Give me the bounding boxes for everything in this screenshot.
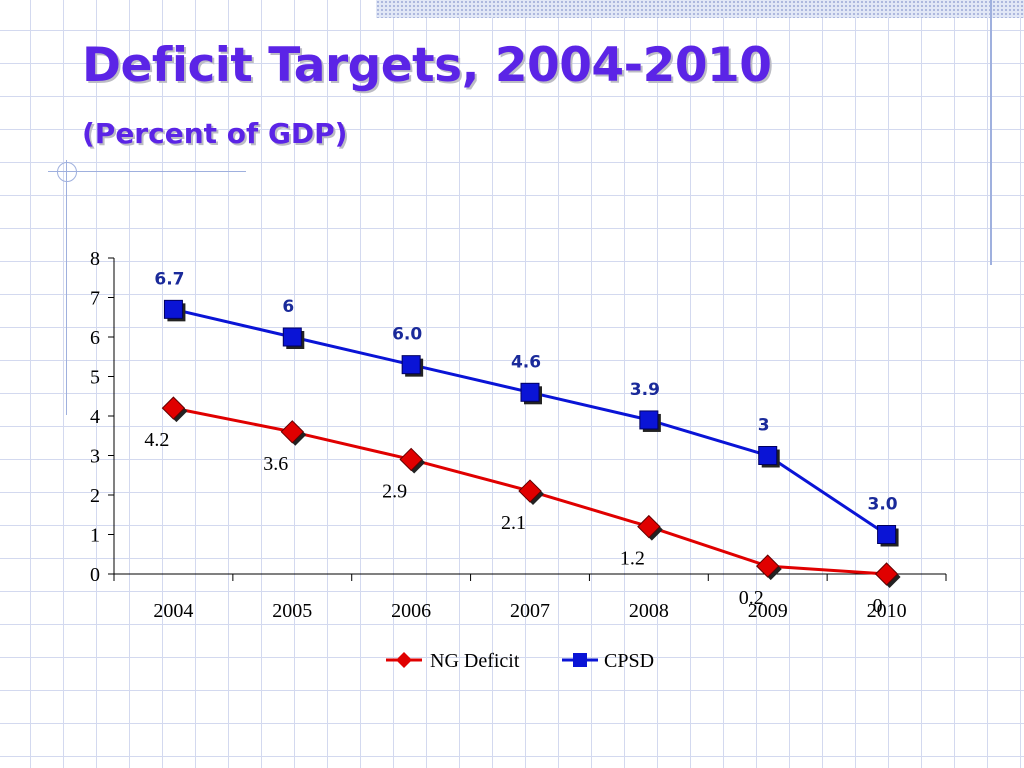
y-tick-label: 4 bbox=[90, 406, 100, 428]
y-tick-label: 7 bbox=[90, 288, 100, 310]
x-tick-label: 2009 bbox=[748, 600, 788, 622]
legend-cpsd-label: CPSD bbox=[604, 650, 654, 672]
cpsd-point bbox=[520, 382, 540, 402]
x-tick-label: 2008 bbox=[629, 600, 669, 622]
x-tick-label: 2004 bbox=[153, 600, 193, 622]
cpsd-point bbox=[877, 525, 897, 544]
chart-data-labels: 4.2 3.6 2.9 2.1 1.2 0.2 0 6.7 6 6.0 4.6 3.9 3 3.0 bbox=[144, 269, 897, 617]
ng-deficit-point bbox=[161, 396, 186, 420]
cpsd-point bbox=[639, 410, 659, 430]
cpsd-point bbox=[401, 355, 421, 375]
decorative-vertical-rule bbox=[990, 0, 992, 265]
y-tick-label: 1 bbox=[90, 525, 100, 547]
x-tick-label: 2010 bbox=[867, 600, 907, 622]
cpsd-point bbox=[163, 299, 183, 319]
ng-deficit-point bbox=[637, 514, 661, 539]
ng-deficit-data-label: 0 bbox=[873, 595, 883, 617]
legend-ng-deficit-marker bbox=[396, 652, 412, 668]
ng-deficit-data-label: 4.2 bbox=[144, 429, 169, 451]
ng-deficit-point bbox=[518, 479, 542, 503]
decorative-circle-icon bbox=[57, 162, 77, 182]
chart-axes: 0 1 2 3 4 5 6 7 8 2004 2005 2006 2007 2008 2009 2010 bbox=[90, 248, 947, 622]
y-tick-label: 3 bbox=[90, 446, 100, 468]
ng-deficit-data-label: 0.2 bbox=[739, 587, 764, 609]
cpsd-data-label: 3.9 bbox=[630, 380, 660, 400]
y-tick-label: 6 bbox=[90, 327, 100, 349]
ng-deficit-point bbox=[874, 562, 899, 586]
ng-deficit-point bbox=[756, 554, 780, 578]
decorative-left-rule bbox=[66, 160, 67, 415]
cpsd-data-label: 6.7 bbox=[154, 269, 184, 289]
x-tick-label: 2007 bbox=[510, 600, 550, 622]
cpsd-data-label: 6.0 bbox=[392, 325, 422, 345]
slide-subtitle: (Percent of GDP) bbox=[82, 117, 348, 150]
decorative-horizontal-rule bbox=[48, 171, 246, 172]
cpsd-data-label: 4.6 bbox=[511, 352, 541, 372]
cpsd-data-label: 6 bbox=[282, 297, 294, 317]
cpsd-data-label: 3 bbox=[758, 416, 770, 436]
y-tick-label: 5 bbox=[90, 367, 100, 389]
ng-deficit-data-label: 2.9 bbox=[382, 480, 407, 502]
cpsd-point bbox=[282, 327, 302, 347]
legend-cpsd-marker bbox=[573, 653, 587, 667]
y-tick-label: 0 bbox=[90, 564, 100, 586]
y-tick-label: 8 bbox=[90, 248, 100, 270]
ng-deficit-data-label: 2.1 bbox=[501, 512, 526, 534]
chart-series bbox=[161, 299, 901, 588]
ng-deficit-point bbox=[280, 420, 304, 444]
slide-title: Deficit Targets, 2004-2010 bbox=[82, 38, 772, 93]
legend-ng-deficit-label: NG Deficit bbox=[430, 650, 520, 672]
cpsd-data-label: 3.0 bbox=[868, 495, 898, 515]
ng-deficit-point bbox=[399, 447, 423, 472]
y-tick-label: 2 bbox=[90, 485, 100, 507]
chart-legend: NG Deficit CPSD bbox=[386, 650, 654, 672]
decorative-top-band bbox=[376, 0, 1024, 18]
x-tick-label: 2006 bbox=[391, 600, 431, 622]
cpsd-point bbox=[758, 446, 778, 465]
x-tick-label: 2005 bbox=[272, 600, 312, 622]
ng-deficit-data-label: 3.6 bbox=[263, 453, 288, 475]
ng-deficit-data-label: 1.2 bbox=[620, 548, 645, 570]
